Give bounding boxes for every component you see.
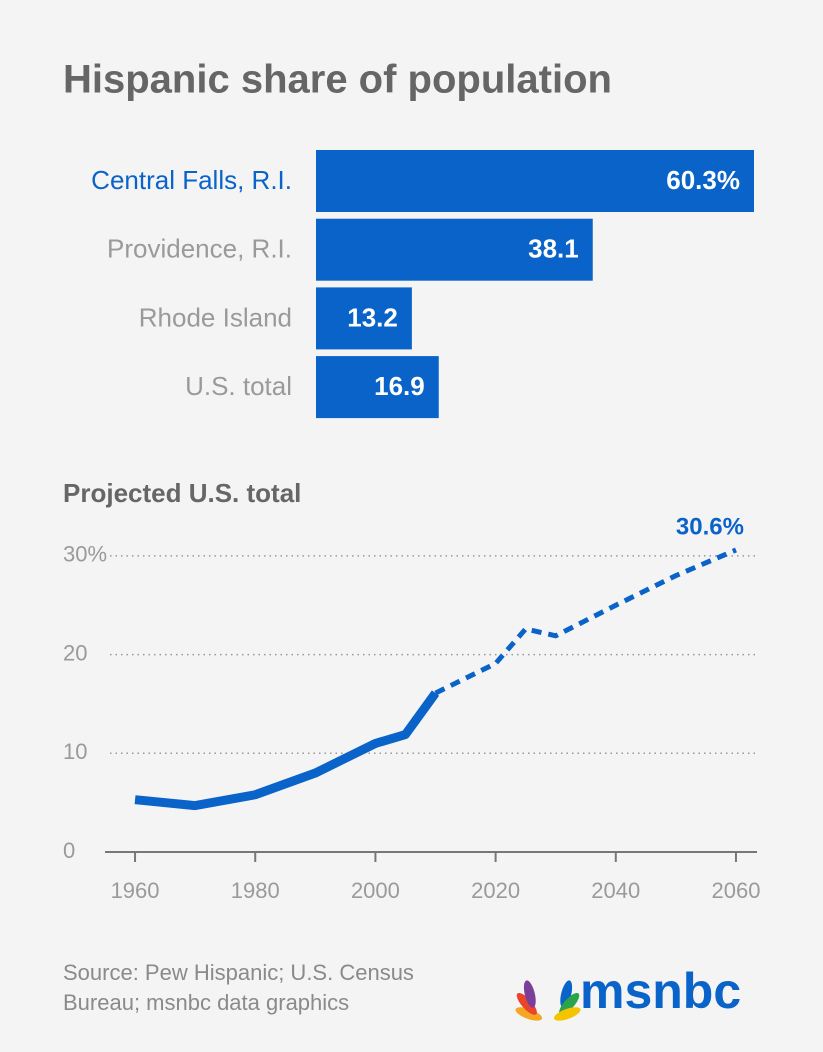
category-label: Providence, R.I. xyxy=(107,234,292,264)
y-tick-label: 30% xyxy=(63,542,107,567)
x-tick-label: 1980 xyxy=(231,878,280,903)
actual-line xyxy=(134,690,440,811)
value-label: 16.9 xyxy=(374,371,425,401)
value-label: 60.3% xyxy=(666,165,740,195)
projected-line xyxy=(434,547,737,696)
x-tick-label: 2060 xyxy=(711,878,760,903)
bar xyxy=(316,356,439,419)
x-tick-label: 2000 xyxy=(351,878,400,903)
x-tick-label: 2040 xyxy=(591,878,640,903)
y-tick-label: 20 xyxy=(63,640,87,665)
category-label: Rhode Island xyxy=(139,302,292,332)
chart-subtitle: Projected U.S. total xyxy=(63,478,301,508)
x-tick-label: 2020 xyxy=(471,878,520,903)
y-tick-label: 10 xyxy=(63,739,87,764)
y-tick-label: 0 xyxy=(63,838,75,863)
bar xyxy=(316,287,412,350)
value-label: 38.1 xyxy=(528,234,579,264)
source: Source: Pew Hispanic; U.S. Census Bureau… xyxy=(63,960,414,1015)
logo-text: msnbc xyxy=(580,963,741,1019)
chart-title: Hispanic share of population xyxy=(63,58,612,102)
value-label: 30.6% xyxy=(676,513,744,540)
category-label: Central Falls, R.I. xyxy=(91,165,292,195)
category-label: U.S. total xyxy=(185,371,292,401)
x-tick-label: 1960 xyxy=(111,878,160,903)
logo: msnbc xyxy=(515,963,741,1021)
bar xyxy=(316,150,754,212)
bar xyxy=(316,218,593,281)
value-label: 13.2 xyxy=(347,302,398,332)
